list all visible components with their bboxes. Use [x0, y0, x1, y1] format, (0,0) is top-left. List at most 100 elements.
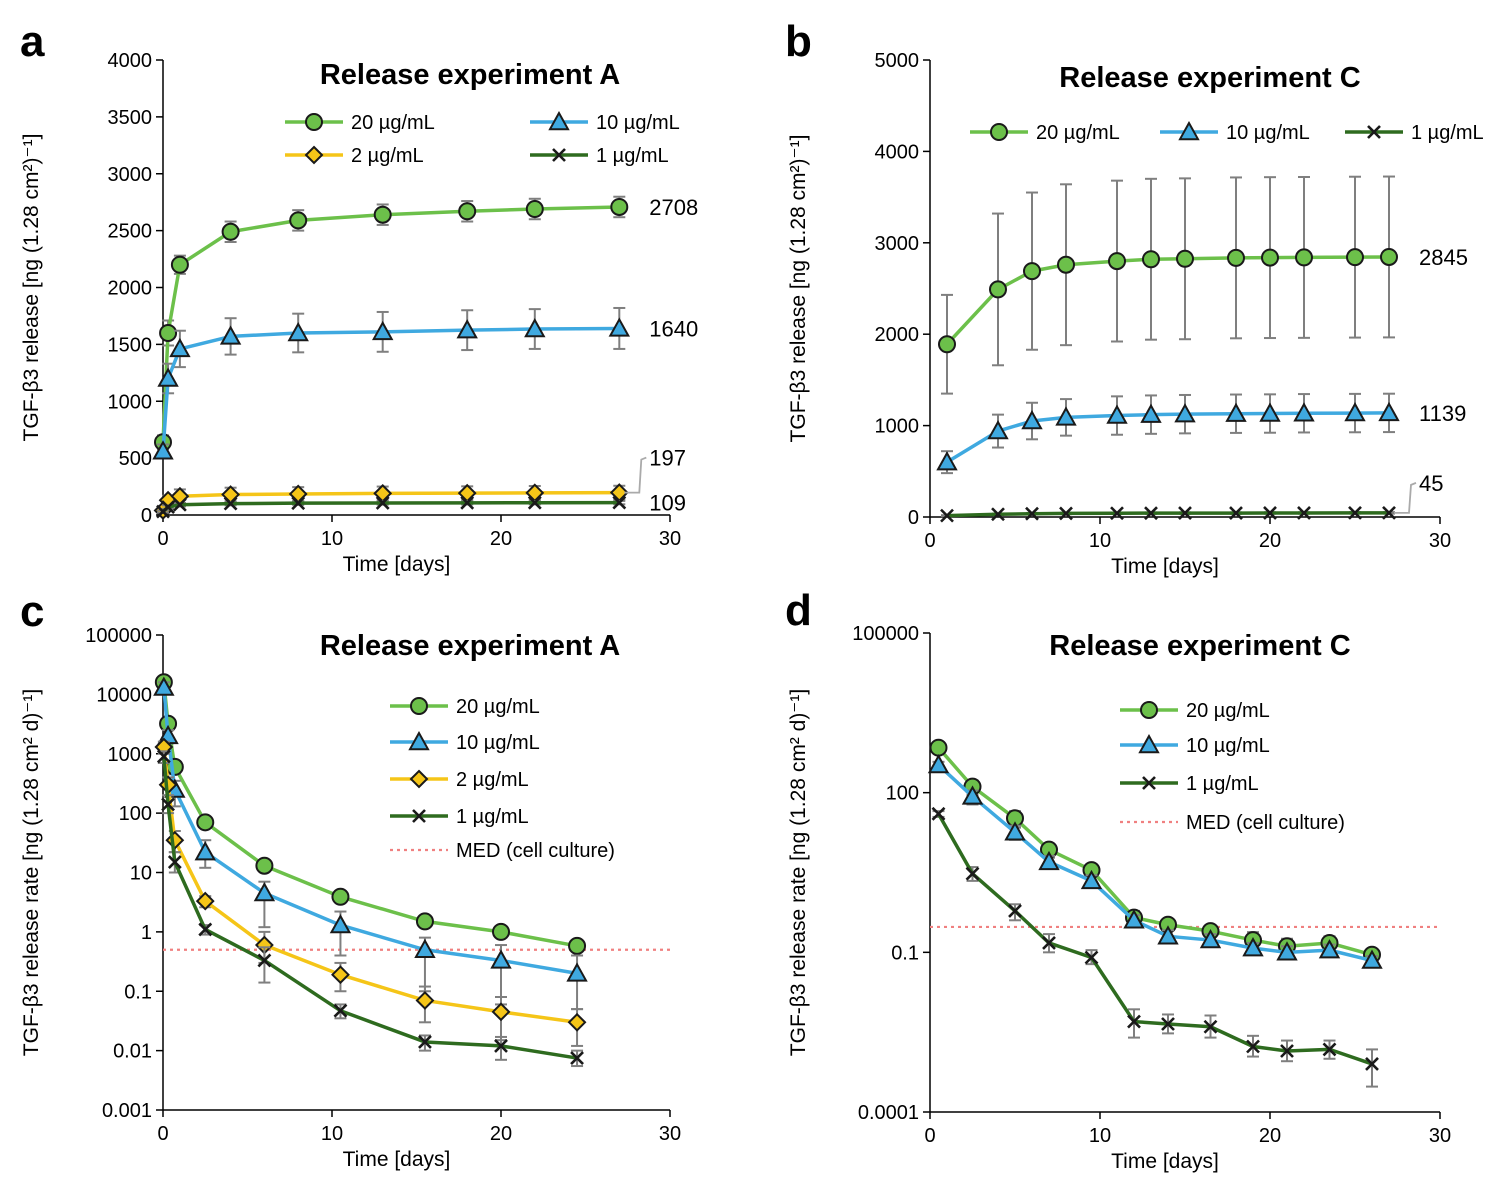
- y-tick-label: 1: [141, 922, 152, 944]
- y-axis-title: TGF-β3 release rate [ng (1.28 cm² d)⁻¹]: [20, 689, 43, 1056]
- series-line: [945, 255, 1390, 346]
- data-point: [161, 797, 175, 812]
- x-tick-label: 30: [1429, 1125, 1451, 1147]
- y-axis-title: TGF-β3 release [ng (1.28 cm²)⁻¹]: [787, 135, 810, 443]
- data-point: [1080, 869, 1103, 890]
- data-point: [1322, 1042, 1337, 1057]
- legend-marker: [552, 148, 566, 162]
- x-axis-title: Time [days]: [343, 553, 451, 576]
- data-point: [1021, 409, 1043, 430]
- data-point: [1259, 402, 1281, 422]
- data-point: [1380, 247, 1398, 266]
- series-c10: 1640: [152, 306, 698, 460]
- y-axis-title: TGF-β3 release [ng (1.28 cm²)⁻¹]: [20, 134, 43, 442]
- data-point: [1280, 1044, 1294, 1058]
- data-point: [331, 887, 350, 906]
- data-point: [989, 280, 1007, 299]
- y-tick-label: 1500: [108, 334, 153, 356]
- data-point: [524, 317, 546, 338]
- y-tick-label: 100: [119, 803, 152, 825]
- series-c20: 2708: [154, 195, 698, 452]
- data-point: [152, 440, 174, 460]
- data-point: [491, 1002, 511, 1022]
- data-point: [223, 496, 238, 511]
- data-point: [198, 922, 213, 937]
- legend-marker: [1367, 125, 1381, 139]
- data-point: [1174, 403, 1196, 423]
- series-line: [937, 763, 1373, 963]
- y-tick-label: 5000: [875, 50, 920, 72]
- x-tick-label: 20: [490, 528, 512, 550]
- series-c20: 2845: [938, 175, 1468, 395]
- data-point: [329, 914, 352, 934]
- legend-marker: [1138, 733, 1160, 754]
- series-line: [946, 411, 1390, 464]
- y-tick-label: 1000: [875, 416, 920, 438]
- data-point: [568, 936, 587, 955]
- data-point: [1378, 401, 1400, 422]
- x-tick-label: 0: [157, 1123, 168, 1145]
- data-point: [156, 749, 171, 764]
- y-tick-label: 0: [141, 505, 152, 527]
- x-tick-label: 0: [924, 1125, 935, 1147]
- data-point: [929, 738, 948, 757]
- legend-label: 1 µg/mL: [596, 145, 669, 167]
- data-point: [1227, 248, 1245, 267]
- data-point: [373, 205, 392, 224]
- legend: 20 µg/mL 10 µg/mL 2 µg/mL 1 µg/mL: [285, 110, 680, 167]
- data-point: [253, 882, 276, 902]
- legend-label: 1 µg/mL: [456, 806, 529, 828]
- legend-marker: [412, 809, 426, 823]
- series-line: [946, 511, 1389, 518]
- legend-marker: [409, 769, 429, 789]
- legend-label: 10 µg/mL: [456, 732, 540, 754]
- data-point: [333, 1003, 348, 1018]
- data-point: [938, 335, 956, 354]
- legend-label: 20 µg/mL: [1036, 122, 1120, 144]
- legend-marker: [1142, 776, 1156, 790]
- data-point: [291, 496, 306, 511]
- data-point: [567, 1012, 587, 1032]
- y-tick-label: 4000: [108, 50, 153, 72]
- data-point: [194, 841, 216, 861]
- data-point: [255, 856, 274, 875]
- data-point: [1023, 262, 1041, 281]
- data-point: [1178, 506, 1192, 520]
- data-point: [418, 1035, 432, 1049]
- chart-title: Release experiment A: [320, 630, 620, 662]
- data-point: [287, 321, 309, 342]
- data-point: [1242, 937, 1264, 957]
- data-point: [492, 922, 510, 941]
- data-point: [1361, 949, 1383, 969]
- data-point: [1142, 250, 1160, 269]
- legend-marker: [1140, 701, 1158, 719]
- x-axis-title: Time [days]: [1111, 1150, 1219, 1173]
- y-tick-label: 2500: [108, 221, 153, 243]
- data-point: [1042, 936, 1056, 950]
- data-point: [1203, 1019, 1218, 1034]
- data-point: [965, 866, 980, 881]
- data-point: [165, 830, 185, 850]
- end-value-label: 197: [649, 446, 686, 471]
- legend-marker: [990, 123, 1008, 141]
- end-value-label: 2845: [1419, 245, 1468, 270]
- data-point: [1059, 506, 1073, 521]
- x-tick-label: 20: [1259, 1125, 1281, 1147]
- data-point: [1008, 903, 1022, 918]
- legend-label: 20 µg/mL: [456, 696, 540, 718]
- chart-title: Release experiment A: [320, 59, 620, 91]
- data-point: [936, 451, 958, 471]
- series-c1: 45: [940, 471, 1443, 523]
- x-tick-label: 30: [659, 528, 681, 550]
- data-point: [170, 255, 189, 274]
- panel-letter: a: [20, 17, 45, 66]
- data-point: [1106, 404, 1128, 424]
- legend-med-label: MED (cell culture): [456, 840, 615, 862]
- data-point: [289, 211, 308, 230]
- data-point: [1297, 506, 1311, 520]
- panel-letter: b: [785, 17, 812, 66]
- legend-marker: [408, 730, 430, 751]
- data-point: [415, 912, 434, 931]
